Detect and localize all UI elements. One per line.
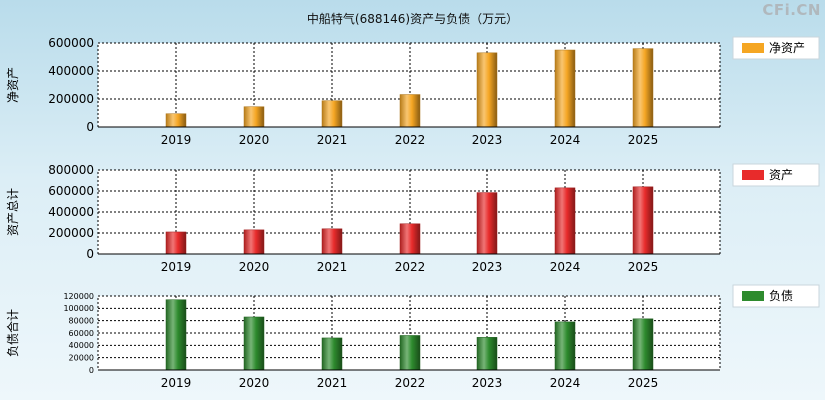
bar-资产-2019 (165, 231, 187, 255)
bar-负债-2020 (243, 316, 265, 371)
y-tick-label: 80000 (69, 316, 94, 325)
legend-label: 净资产 (769, 41, 805, 55)
x-tick-label: 2024 (550, 133, 581, 147)
y-tick-label: 800000 (48, 163, 94, 177)
bar-负债-2025 (632, 318, 654, 371)
y-tick-label: 200000 (48, 226, 94, 240)
legend-label: 资产 (769, 168, 793, 182)
bar-净资产-2021 (321, 100, 343, 128)
y-tick-label: 100000 (63, 304, 94, 313)
y-tick-label: 400000 (48, 205, 94, 219)
bar-负债-2021 (321, 337, 343, 371)
x-tick-label: 2022 (395, 133, 426, 147)
bar-净资产-2022 (399, 94, 421, 128)
bar-净资产-2020 (243, 106, 265, 128)
bar-资产-2023 (476, 192, 498, 255)
bar-负债-2024 (554, 321, 576, 371)
y-axis-label: 资产总计 (6, 188, 20, 236)
x-tick-label: 2021 (317, 260, 348, 274)
bar-资产-2020 (243, 229, 265, 255)
y-tick-label: 0 (89, 366, 94, 375)
x-tick-label: 2019 (161, 376, 192, 390)
bar-资产-2025 (632, 186, 654, 255)
bar-负债-2019 (165, 299, 187, 371)
bar-负债-2023 (476, 337, 498, 371)
y-tick-label: 0 (86, 120, 94, 134)
watermark-logo: CFi.CN (762, 1, 821, 19)
x-tick-label: 2025 (628, 133, 659, 147)
x-tick-label: 2023 (472, 260, 503, 274)
x-tick-label: 2024 (550, 376, 581, 390)
y-tick-label: 600000 (48, 184, 94, 198)
bar-净资产-2019 (165, 113, 187, 128)
bar-净资产-2024 (554, 49, 576, 128)
legend-swatch (742, 170, 764, 180)
bar-净资产-2023 (476, 52, 498, 128)
y-axis-label: 净资产 (6, 67, 20, 103)
y-tick-label: 200000 (48, 92, 94, 106)
y-tick-label: 20000 (69, 353, 94, 362)
legend-box (732, 36, 820, 60)
bar-资产-2024 (554, 187, 576, 255)
x-tick-label: 2024 (550, 260, 581, 274)
y-tick-label: 120000 (63, 292, 94, 301)
x-tick-label: 2019 (161, 260, 192, 274)
bar-资产-2022 (399, 223, 421, 255)
x-tick-label: 2020 (239, 133, 270, 147)
x-tick-label: 2019 (161, 133, 192, 147)
x-tick-label: 2025 (628, 376, 659, 390)
legend-label: 负债 (769, 289, 793, 303)
x-tick-label: 2021 (317, 376, 348, 390)
x-tick-label: 2022 (395, 376, 426, 390)
legend-box (732, 163, 820, 187)
x-tick-label: 2025 (628, 260, 659, 274)
x-tick-label: 2020 (239, 260, 270, 274)
y-axis-label: 负债合计 (5, 309, 20, 357)
y-tick-label: 60000 (69, 329, 94, 338)
legend-swatch (742, 291, 764, 301)
x-tick-label: 2022 (395, 260, 426, 274)
y-tick-label: 40000 (69, 341, 94, 350)
y-tick-label: 0 (86, 247, 94, 261)
legend-box (732, 284, 820, 308)
page-title: 中船特气(688146)资产与负债（万元） (306, 12, 519, 26)
x-tick-label: 2021 (317, 133, 348, 147)
bar-净资产-2025 (632, 48, 654, 128)
legend-swatch (742, 43, 764, 53)
y-tick-label: 600000 (48, 36, 94, 50)
bar-资产-2021 (321, 228, 343, 255)
x-tick-label: 2023 (472, 376, 503, 390)
x-tick-label: 2023 (472, 133, 503, 147)
x-tick-label: 2020 (239, 376, 270, 390)
bar-负债-2022 (399, 335, 421, 371)
y-tick-label: 400000 (48, 64, 94, 78)
